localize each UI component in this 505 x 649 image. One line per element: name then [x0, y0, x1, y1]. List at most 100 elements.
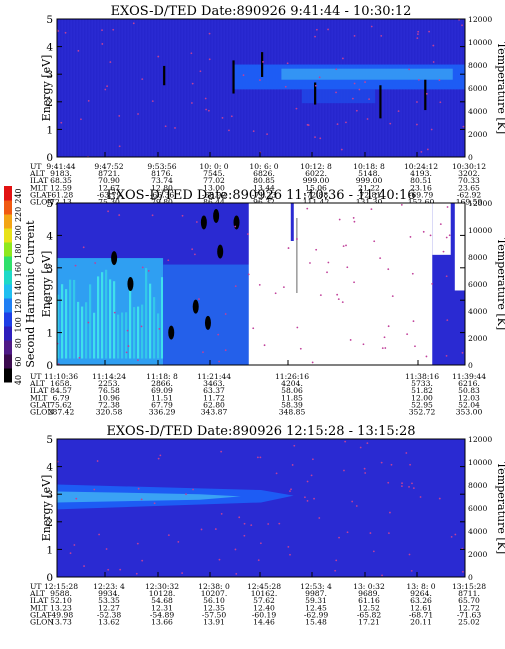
plasma-stripe	[133, 307, 136, 359]
temperature-point	[429, 234, 432, 237]
heatmap-stripe	[183, 19, 185, 157]
energy-band-lower	[301, 89, 376, 104]
colorbar-segment	[4, 284, 12, 299]
temperature-point	[87, 321, 90, 324]
table-cell: 287.42	[48, 408, 75, 417]
temperature-point	[250, 524, 253, 527]
temperature-point	[355, 505, 358, 507]
temperature-point	[141, 78, 144, 81]
temperature-point	[198, 298, 200, 300]
temperature-point	[446, 206, 449, 208]
ytick-label: 0	[46, 360, 53, 372]
heatmap-stripe	[222, 19, 224, 157]
temperature-point	[415, 123, 418, 126]
table-cell: 58.06	[281, 386, 303, 395]
table-cell: 12.67	[98, 183, 120, 192]
temperature-point	[334, 569, 337, 572]
table-cell: 4193.	[410, 169, 432, 178]
table-cell: 6022.	[305, 169, 327, 178]
table-cell: 6826.	[253, 169, 275, 178]
table-cell: 65.70	[458, 596, 480, 605]
table-cell: 73.74	[151, 176, 173, 185]
temperature-point	[351, 97, 354, 100]
temperature-point	[446, 319, 449, 322]
temperature-point	[311, 361, 314, 364]
table-cell: 9689.	[358, 589, 380, 598]
y-axis-label: Energy [eV]	[40, 475, 53, 542]
temperature-point	[310, 474, 313, 477]
temperature-point	[306, 480, 309, 483]
temperature-point	[98, 533, 101, 536]
table-cell: -69.79	[409, 190, 433, 199]
plasma-stripe	[117, 314, 120, 359]
temperature-point	[338, 218, 341, 221]
temperature-point	[57, 363, 60, 365]
ytick-label: 2	[46, 517, 53, 529]
heatmap-stripe	[60, 19, 62, 157]
plasma-stripe	[125, 312, 128, 359]
temperature-point	[234, 548, 237, 551]
temperature-point	[218, 558, 221, 561]
table-cell: 6.79	[53, 393, 70, 402]
heatmap-stripe	[162, 19, 164, 157]
colorbar-segment	[4, 368, 12, 383]
heatmap-stripe	[189, 19, 191, 157]
table-cell: 67.79	[151, 400, 173, 409]
temperature-point	[335, 68, 338, 71]
temperature-point	[77, 49, 80, 52]
row-label: GLAT	[30, 610, 51, 619]
temperature-point	[200, 528, 203, 531]
y2tick-label: 10000	[468, 38, 492, 47]
table-cell: -62.99	[304, 610, 328, 619]
plasma-stripe	[65, 289, 68, 359]
colorbar-segment	[4, 242, 12, 257]
temperature-point	[243, 534, 246, 537]
spike	[232, 60, 235, 94]
heatmap-stripe	[96, 19, 98, 157]
y2tick-label: 4000	[468, 307, 487, 316]
temperature-point	[60, 121, 63, 124]
temperature-point	[370, 25, 373, 28]
table-cell: -72.81	[357, 190, 381, 199]
ytick-label: 5	[46, 434, 53, 446]
plasma-stripe	[137, 306, 140, 359]
table-cell: 348.85	[279, 408, 306, 417]
heatmap-stripe	[84, 19, 86, 157]
temperature-point	[164, 125, 167, 128]
table-cell: 3463.	[203, 379, 225, 388]
temperature-point	[181, 572, 184, 574]
colorbar-segment	[4, 312, 12, 327]
temperature-point	[461, 24, 463, 27]
temperature-point	[461, 570, 464, 573]
heatmap-stripe	[135, 19, 137, 157]
temperature-point	[306, 207, 309, 210]
heatmap-stripe	[150, 19, 152, 157]
table-cell: 12:30:32	[145, 582, 179, 591]
temperature-point	[445, 236, 448, 239]
temperature-point	[252, 130, 255, 133]
temperature-point	[416, 101, 418, 103]
temperature-point	[151, 100, 154, 103]
table-cell: 10:30:12	[452, 162, 486, 171]
plasma-transition	[163, 264, 253, 365]
table-cell: 169.59	[456, 198, 483, 207]
table-cell: 10128.	[149, 589, 176, 598]
temperature-point	[278, 522, 281, 525]
temperature-point	[69, 552, 72, 555]
colorbar-tick: 240	[14, 188, 23, 203]
table-cell: 14.46	[253, 618, 275, 627]
temperature-point	[109, 61, 112, 63]
temperature-point	[141, 559, 144, 562]
temperature-point	[126, 329, 129, 332]
temperature-point	[388, 532, 390, 535]
temperature-point	[293, 444, 296, 447]
temperature-point	[454, 533, 457, 536]
table-cell: 12.00	[411, 393, 433, 402]
heatmap-stripe	[99, 19, 101, 157]
temperature-point	[147, 269, 150, 272]
spike	[296, 218, 298, 293]
plasma-stripe	[77, 301, 80, 359]
row-label: ILAT	[30, 386, 48, 395]
colorbar-tick: 160	[14, 262, 23, 277]
temperature-point	[73, 544, 76, 546]
